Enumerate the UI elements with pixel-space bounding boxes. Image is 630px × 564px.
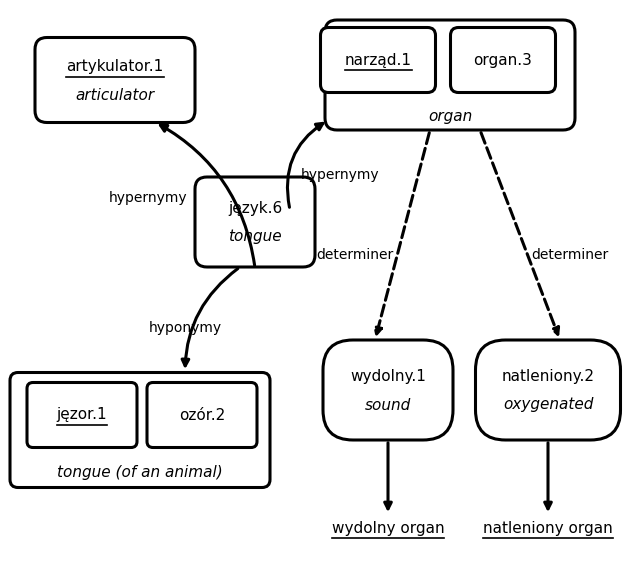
- FancyBboxPatch shape: [450, 28, 556, 92]
- FancyArrowPatch shape: [481, 133, 559, 334]
- Text: język.6: język.6: [228, 200, 282, 215]
- FancyBboxPatch shape: [476, 340, 621, 440]
- Text: organ: organ: [428, 109, 472, 125]
- FancyBboxPatch shape: [27, 382, 137, 447]
- FancyBboxPatch shape: [35, 37, 195, 122]
- Text: hypernymy: hypernymy: [301, 168, 379, 182]
- Text: ozór.2: ozór.2: [179, 408, 225, 422]
- Text: tongue: tongue: [228, 230, 282, 245]
- FancyArrowPatch shape: [545, 443, 551, 509]
- Text: narząd.1: narząd.1: [345, 52, 411, 68]
- FancyBboxPatch shape: [10, 372, 270, 487]
- Text: hyponymy: hyponymy: [149, 321, 222, 335]
- FancyBboxPatch shape: [195, 177, 315, 267]
- Text: sound: sound: [365, 398, 411, 412]
- Text: articulator: articulator: [76, 89, 154, 104]
- FancyBboxPatch shape: [321, 28, 435, 92]
- Text: artykulator.1: artykulator.1: [66, 59, 164, 74]
- FancyArrowPatch shape: [161, 125, 255, 265]
- Text: natleniony organ: natleniony organ: [483, 521, 613, 535]
- Text: hypernymy: hypernymy: [109, 191, 187, 205]
- FancyArrowPatch shape: [182, 268, 238, 366]
- FancyArrowPatch shape: [287, 124, 323, 208]
- FancyArrowPatch shape: [375, 133, 429, 334]
- Text: determiner: determiner: [531, 248, 609, 262]
- Text: wydolny organ: wydolny organ: [331, 521, 444, 535]
- Text: tongue (of an animal): tongue (of an animal): [57, 465, 223, 479]
- FancyBboxPatch shape: [325, 20, 575, 130]
- Text: oxygenated: oxygenated: [503, 398, 593, 412]
- Text: jęzor.1: jęzor.1: [57, 408, 107, 422]
- Text: wydolny.1: wydolny.1: [350, 368, 426, 384]
- Text: organ.3: organ.3: [474, 52, 532, 68]
- FancyArrowPatch shape: [385, 443, 391, 509]
- Text: determiner: determiner: [316, 248, 394, 262]
- Text: natleniony.2: natleniony.2: [501, 368, 595, 384]
- FancyBboxPatch shape: [323, 340, 453, 440]
- FancyBboxPatch shape: [147, 382, 257, 447]
